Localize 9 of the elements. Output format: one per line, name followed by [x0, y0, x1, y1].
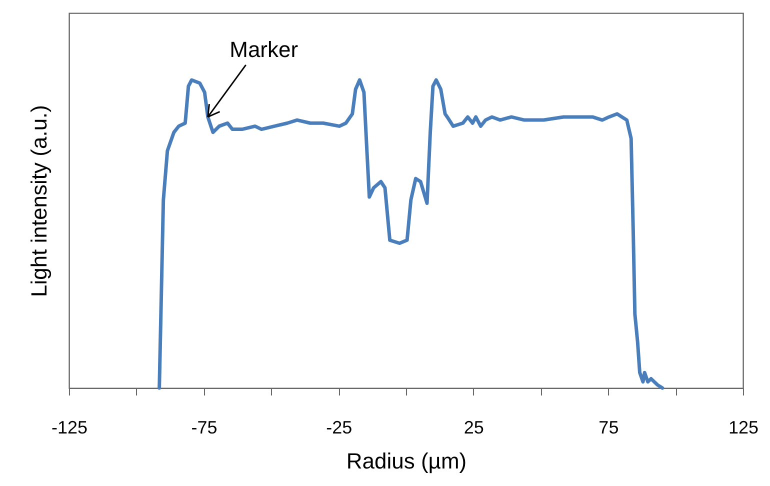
y-axis-title: Light intensity (a.u.) [26, 105, 52, 297]
x-tick-label: -125 [51, 418, 88, 438]
x-tick-label: 125 [728, 418, 759, 438]
x-tick-label: -25 [326, 418, 352, 438]
annotation: Marker [230, 36, 298, 62]
x-axis-title: Radius (µm) [346, 448, 467, 474]
x-tick-label: 75 [598, 418, 619, 438]
x-tick-label: -75 [191, 418, 218, 438]
x-tick-label: 25 [464, 418, 484, 438]
